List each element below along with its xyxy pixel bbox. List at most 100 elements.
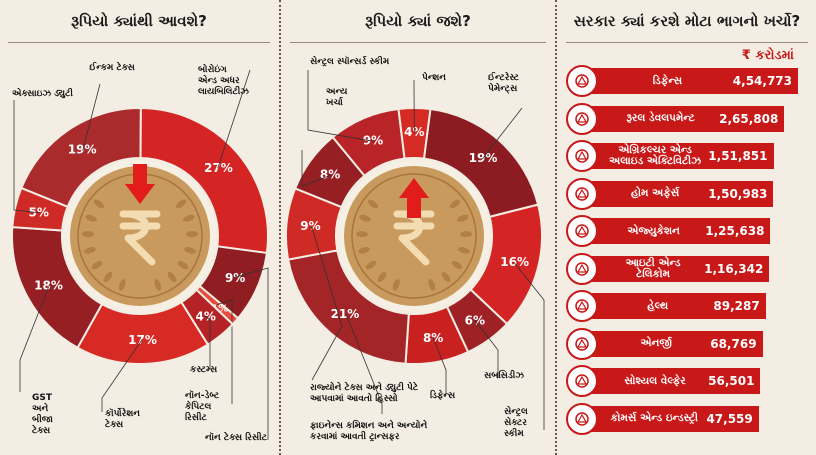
leader-line (13, 100, 40, 214)
laurel-leaf-icon (377, 271, 387, 283)
spending-bar: હેલ્થ 89,287 (590, 293, 766, 319)
spending-value-label: 4,54,773 (732, 74, 792, 88)
title-rule (290, 42, 546, 43)
arrow-up-icon (399, 178, 429, 218)
slice-category-label: નૉન ટેક્સ રિસીટ (205, 430, 268, 443)
industry-gear-icon (566, 402, 598, 435)
spending-bar: ડિફેન્સ 4,54,773 (590, 68, 798, 94)
hospital-icon (566, 290, 598, 322)
spending-bar: કોમર્સ એન્ડ ઇન્ડસ્ટ્રી 47,559 (590, 405, 759, 432)
spending-value-label: 1,51,851 (708, 149, 768, 163)
spending-value-label: 1,25,638 (705, 224, 765, 238)
laurel-leaf-icon (93, 199, 105, 209)
spending-category-label: આઇટી એન્ડ ટેલિકોમ (625, 256, 681, 280)
slice-value-label: 19% (68, 143, 97, 157)
laurel-leaf-icon (167, 271, 177, 283)
spending-value-label: 89,287 (713, 299, 760, 313)
slice-category-label: બોરોઇંગ એન્ડ અધર લાયબિલિટીઝ (198, 62, 249, 97)
slice-value-label: 9% (363, 133, 383, 147)
income-donut-chart: 19% ઈન્કમ ટેક્સ 27% બોરોઇંગ એન્ડ અધર લાયબિલિટ… (11, 60, 269, 443)
donut-slice (139, 106, 269, 255)
arrow-down-icon (125, 164, 155, 204)
slice-value-label: 17% (128, 333, 157, 347)
leader-line (345, 312, 383, 414)
spending-category-label: રૂરલ ડેવલપમેન્ટ (626, 112, 695, 124)
spending-row: ડિફેન્સ 4,54,773 (566, 65, 798, 97)
unit-label: ₹ કરોડમાં (741, 48, 794, 63)
leader-line (473, 319, 499, 378)
donut-slice (331, 107, 406, 178)
income-panel: રૂપિયો ક્યાંથી આવશે? 19% ઈન્કમ ટેક્સ 27% બો… (0, 0, 278, 455)
laurel-leaf-icon (392, 279, 400, 291)
rupee-icon (119, 210, 161, 266)
slice-category-label: કૉર્પોરેશન ટેક્સ (104, 406, 140, 430)
laurel-leaf-icon (449, 199, 461, 209)
laurel-leaf-icon (365, 260, 377, 270)
laurel-leaf-icon (154, 279, 162, 291)
leader-line (217, 69, 251, 169)
divider (555, 0, 557, 455)
spending-row: એગ્રિકલ્ચર એન્ડ અલાઇડ એક્ટિવિટીઝ 1,51,851 (566, 140, 774, 172)
slice-value-label: 18% (34, 278, 63, 292)
spending-row: રૂરલ ડેવલપમેન્ટ 2,65,808 (566, 102, 785, 135)
slice-category-label: ફાઇનેન્સ કમિશન અને અન્યોને કરવામાં આવતી ટ… (310, 418, 428, 442)
shield-icon (566, 65, 598, 97)
slice-category-label: ઈન્ટરેસ્ટ પેમેન્ટ્સ (488, 70, 520, 95)
slice-category-label: ડિફેન્સ (430, 388, 456, 401)
laurel-leaf-icon (82, 231, 95, 238)
laurel-leaf-icon (356, 231, 369, 238)
laurel-leaf-icon (84, 247, 96, 254)
income-title: રૂપિયો ક્યાંથી આવશે? (71, 12, 207, 30)
slice-value-label: 9% (225, 271, 245, 285)
police-icon (566, 177, 598, 210)
coin-inner-ring (351, 173, 477, 299)
village-icon (566, 102, 598, 135)
spending-value-label: 1,16,342 (704, 261, 764, 276)
slice-category-label: એક્સાઇઝ ડ્યુટી (12, 86, 73, 99)
education-chart-icon (566, 215, 598, 247)
spending-title: સરકાર ક્યાં કરશે મોટા ભાગનો ખર્ચો? (573, 12, 801, 30)
slice-value-label: 27% (204, 161, 233, 175)
leader-line (311, 225, 343, 381)
spending-category-label: કોમર્સ એન્ડ ઇન્ડસ્ટ્રી (610, 412, 698, 424)
laurel-leaf-icon (457, 214, 469, 222)
spending-category-label: ડિફેન્સ (652, 74, 683, 87)
leader-line (234, 267, 269, 440)
spending-category-label: એજ્યુકેશન (627, 224, 680, 237)
leader-line (482, 107, 523, 160)
leader-line (216, 299, 233, 404)
expense-panel: રૂપિયો ક્યાં જશે? 4% પેન્શન 19% ઈન્ટરેસ્ટ પે… (282, 0, 554, 455)
laurel-leaf-icon (91, 260, 103, 270)
laurel-leaf-icon (85, 214, 97, 222)
tractor-icon (566, 140, 598, 172)
leader-line (19, 284, 50, 392)
spending-row: એજ્યુકેશન 1,25,638 (566, 215, 771, 247)
leader-line (204, 315, 211, 368)
leader-line (432, 337, 447, 394)
leader-line (513, 261, 545, 430)
spending-row: કોમર્સ એન્ડ ઇન્ડસ્ટ્રી 47,559 (566, 402, 759, 435)
laurel-leaf-icon (458, 247, 470, 254)
laurel-leaf-icon (441, 271, 451, 283)
spending-value-label: 2,65,808 (719, 111, 779, 126)
slice-category-label: અન્ય ખર્ચા (326, 87, 348, 108)
slice-value-label: 1% (211, 303, 228, 314)
slice-value-label: 8% (320, 168, 340, 182)
slice-value-label: 21% (331, 307, 360, 321)
spending-category-label: હોમ અફેર્સ (630, 187, 680, 199)
spending-bar: હોમ અફેર્સ 1,50,983 (590, 180, 774, 207)
slice-category-label: કસ્ટમ્સ (190, 364, 218, 375)
laurel-leaf-icon (451, 260, 463, 270)
spending-row: હેલ્થ 89,287 (566, 290, 766, 322)
spending-bar: રૂરલ ડેવલપમેન્ટ 2,65,808 (590, 105, 785, 132)
social-welfare-icon (566, 365, 598, 397)
leader-line (101, 338, 143, 412)
spending-bar: એગ્રિકલ્ચર એન્ડ અલાઇડ એક્ટિવિટીઝ 1,51,851 (590, 143, 774, 169)
slice-category-label: સેન્ટ્રલ સેક્ટર સ્કીમ (504, 404, 528, 439)
laurel-leaf-icon (359, 214, 371, 222)
laurel-leaf-icon (459, 231, 472, 238)
leader-line (82, 83, 101, 151)
slice-value-label: 9% (300, 219, 320, 233)
spending-bar: એનર્જી 68,769 (590, 330, 763, 357)
